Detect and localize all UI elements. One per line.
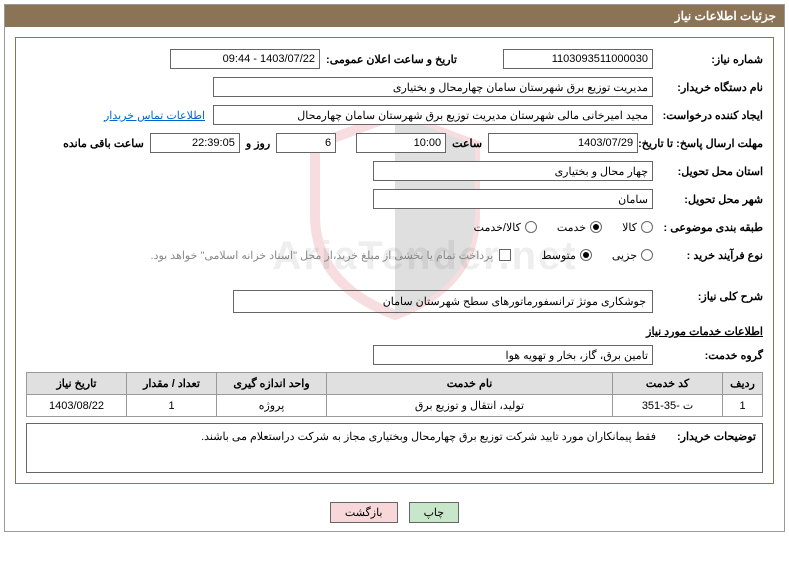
announce-date-label: تاریخ و ساعت اعلان عمومی: bbox=[320, 53, 463, 66]
col-qty: تعداد / مقدار bbox=[127, 373, 217, 395]
radio-medium[interactable]: متوسط bbox=[541, 249, 592, 262]
deadline-label: مهلت ارسال پاسخ: تا تاریخ: bbox=[638, 137, 763, 150]
description-label: شرح کلی نیاز: bbox=[653, 290, 763, 303]
main-container: جزئیات اطلاعات نیاز AriaTender.net شماره… bbox=[4, 4, 785, 532]
row-delivery-city: شهر محل تحویل: سامان bbox=[26, 188, 763, 210]
table-header-row: ردیف کد خدمت نام خدمت واحد اندازه گیری ت… bbox=[27, 373, 763, 395]
countdown-value: 22:39:05 bbox=[150, 133, 240, 153]
deadline-date-value: 1403/07/29 bbox=[488, 133, 638, 153]
cell-date: 1403/08/22 bbox=[27, 395, 127, 417]
button-row: چاپ بازگشت bbox=[5, 494, 784, 531]
radio-service-label: خدمت bbox=[557, 221, 586, 234]
category-label: طبقه بندی موضوعی : bbox=[653, 221, 763, 234]
radio-goods[interactable]: کالا bbox=[622, 221, 653, 234]
service-group-label: گروه خدمت: bbox=[653, 349, 763, 362]
buyer-notes-label: توضیحات خریدار: bbox=[656, 430, 756, 443]
days-remaining-value: 6 bbox=[276, 133, 336, 153]
col-name: نام خدمت bbox=[327, 373, 613, 395]
delivery-city-label: شهر محل تحویل: bbox=[653, 193, 763, 206]
radio-partial-circle bbox=[641, 249, 653, 261]
radio-service[interactable]: خدمت bbox=[557, 221, 602, 234]
radio-goods-service[interactable]: کالا/خدمت bbox=[474, 221, 537, 234]
col-code: کد خدمت bbox=[613, 373, 723, 395]
treasury-checkbox[interactable] bbox=[499, 249, 511, 261]
days-and-label: روز و bbox=[240, 137, 276, 150]
col-unit: واحد اندازه گیری bbox=[217, 373, 327, 395]
need-number-label: شماره نیاز: bbox=[653, 53, 763, 66]
row-process-type: نوع فرآیند خرید : جزیی متوسط پرداخت تمام… bbox=[26, 244, 763, 266]
col-row: ردیف bbox=[723, 373, 763, 395]
radio-goods-service-circle bbox=[525, 221, 537, 233]
row-service-group: گروه خدمت: تامین برق، گاز، بخار و تهویه … bbox=[26, 344, 763, 366]
description-box: جوشکاری موتژ ترانسفورماتورهای سطح شهرستا… bbox=[233, 290, 653, 313]
requester-value: مجید امیرخانی مالی شهرستان مدیریت توزیع … bbox=[213, 105, 653, 125]
requester-label: ایجاد کننده درخواست: bbox=[653, 109, 763, 122]
row-category: طبقه بندی موضوعی : کالا خدمت کالا/خدمت bbox=[26, 216, 763, 238]
buyer-notes-box: توضیحات خریدار: فقط پیمانکاران مورد تایی… bbox=[26, 423, 763, 473]
services-table: ردیف کد خدمت نام خدمت واحد اندازه گیری ت… bbox=[26, 372, 763, 417]
col-date: تاریخ نیاز bbox=[27, 373, 127, 395]
cell-code: ت -35-351 bbox=[613, 395, 723, 417]
radio-partial-label: جزیی bbox=[612, 249, 637, 262]
row-need-number: شماره نیاز: 1103093511000030 تاریخ و ساع… bbox=[26, 48, 763, 70]
remaining-label: ساعت باقی مانده bbox=[57, 137, 150, 150]
delivery-province-value: چهار محال و بختیاری bbox=[373, 161, 653, 181]
buyer-org-label: نام دستگاه خریدار: bbox=[653, 81, 763, 94]
service-group-value: تامین برق، گاز، بخار و تهویه هوا bbox=[373, 345, 653, 365]
page-title: جزئیات اطلاعات نیاز bbox=[675, 9, 776, 23]
need-number-value: 1103093511000030 bbox=[503, 49, 653, 69]
buyer-notes-text: فقط پیمانکاران مورد تایید شرکت توزیع برق… bbox=[33, 430, 656, 443]
description-text: جوشکاری موتژ ترانسفورماتورهای سطح شهرستا… bbox=[383, 296, 646, 308]
content-panel: AriaTender.net شماره نیاز: 1103093511000… bbox=[15, 37, 774, 484]
services-section-title: اطلاعات خدمات مورد نیاز bbox=[26, 325, 763, 338]
deadline-time-value: 10:00 bbox=[356, 133, 446, 153]
contact-buyer-link[interactable]: اطلاعات تماس خریدار bbox=[104, 109, 205, 122]
radio-goods-label: کالا bbox=[622, 221, 637, 234]
delivery-city-value: سامان bbox=[373, 189, 653, 209]
delivery-province-label: استان محل تحویل: bbox=[653, 165, 763, 178]
cell-qty: 1 bbox=[127, 395, 217, 417]
process-radio-group: جزیی متوسط bbox=[541, 249, 653, 262]
radio-goods-circle bbox=[641, 221, 653, 233]
announce-date-value: 1403/07/22 - 09:44 bbox=[170, 49, 320, 69]
radio-goods-service-label: کالا/خدمت bbox=[474, 221, 521, 234]
row-description: شرح کلی نیاز: جوشکاری موتژ ترانسفورماتور… bbox=[26, 290, 763, 313]
row-deadline: مهلت ارسال پاسخ: تا تاریخ: 1403/07/29 سا… bbox=[26, 132, 763, 154]
cell-unit: پروژه bbox=[217, 395, 327, 417]
cell-row: 1 bbox=[723, 395, 763, 417]
radio-medium-label: متوسط bbox=[541, 249, 576, 262]
row-buyer-org: نام دستگاه خریدار: مدیریت توزیع برق شهرس… bbox=[26, 76, 763, 98]
category-radio-group: کالا خدمت کالا/خدمت bbox=[474, 221, 653, 234]
time-word: ساعت bbox=[446, 137, 488, 150]
treasury-note: پرداخت تمام یا بخشی از مبلغ خرید،از محل … bbox=[151, 249, 494, 262]
radio-medium-circle bbox=[580, 249, 592, 261]
process-type-label: نوع فرآیند خرید : bbox=[653, 249, 763, 262]
radio-partial[interactable]: جزیی bbox=[612, 249, 653, 262]
buyer-org-value: مدیریت توزیع برق شهرستان سامان چهارمحال … bbox=[213, 77, 653, 97]
cell-name: تولید، انتقال و توزیع برق bbox=[327, 395, 613, 417]
print-button[interactable]: چاپ bbox=[409, 502, 460, 523]
back-button[interactable]: بازگشت bbox=[330, 502, 398, 523]
page-title-bar: جزئیات اطلاعات نیاز bbox=[5, 5, 784, 27]
row-delivery-province: استان محل تحویل: چهار محال و بختیاری bbox=[26, 160, 763, 182]
radio-service-circle bbox=[590, 221, 602, 233]
table-row: 1 ت -35-351 تولید، انتقال و توزیع برق پر… bbox=[27, 395, 763, 417]
row-requester: ایجاد کننده درخواست: مجید امیرخانی مالی … bbox=[26, 104, 763, 126]
